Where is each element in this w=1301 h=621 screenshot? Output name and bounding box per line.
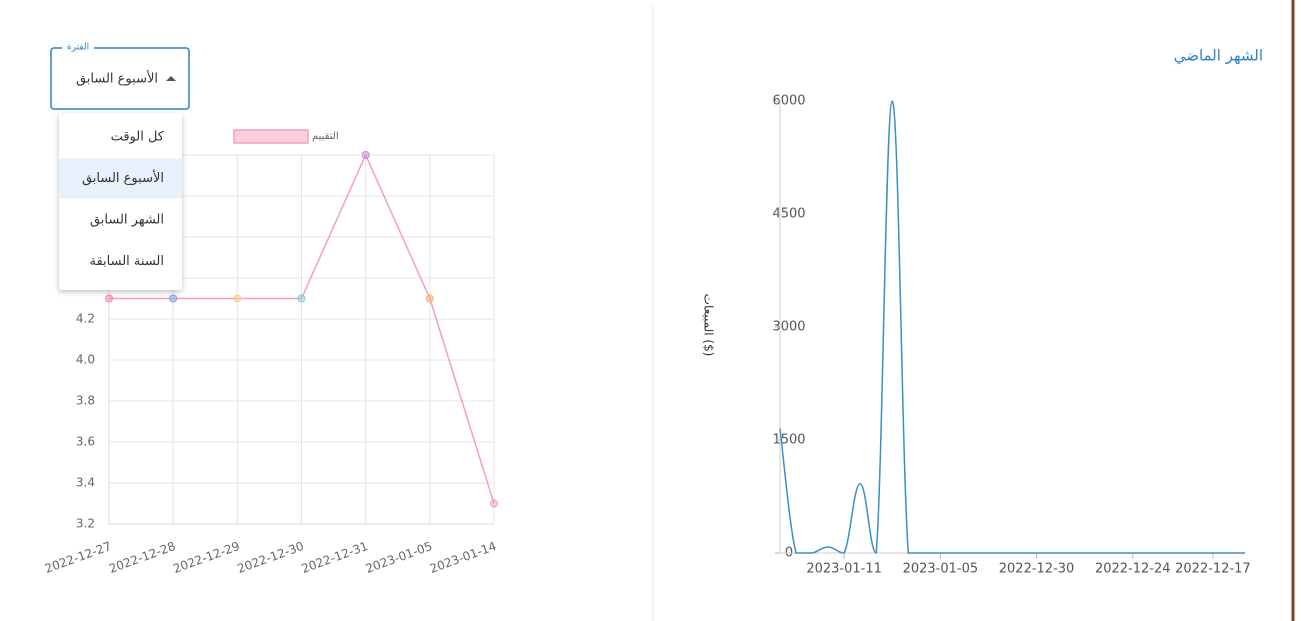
x-tick-label: 2023-01-11 (806, 562, 882, 577)
x-tick-label: 2022-12-17 (1175, 562, 1251, 577)
select-arrow (166, 76, 176, 81)
menu-item[interactable]: كل الوقت (111, 130, 165, 145)
y-tick-label: 3000 (772, 320, 805, 335)
y-axis-label: المبيعات ($) (702, 294, 716, 357)
data-point (361, 151, 370, 159)
x-tick-label: 2022-12-30 (235, 539, 305, 576)
select-label-bg (62, 42, 94, 52)
y-tick-label: 3.2 (76, 517, 95, 531)
y-tick-label: 4.0 (76, 353, 95, 367)
x-tick-label: 2022-12-28 (107, 539, 177, 576)
y-tick-label: 3.8 (76, 394, 95, 408)
x-tick-label: 2023-01-05 (364, 539, 434, 576)
y-tick-label: 4.2 (76, 312, 95, 326)
x-tick-label: 2022-12-29 (171, 539, 241, 576)
data-point (169, 294, 178, 303)
y-tick-label: 6000 (772, 94, 805, 109)
select-box[interactable] (50, 47, 190, 110)
select-value: الأسبوع السابق (76, 70, 158, 87)
dropdown-menu: كل الوقت الأسبوع السابق الشهر السابق السنة … (59, 113, 182, 290)
menu-panel (59, 113, 182, 290)
legend-swatch (233, 129, 309, 144)
x-tick-label: 2022-12-30 (999, 562, 1075, 577)
menu-item[interactable]: السنة السابقة (90, 254, 165, 269)
x-tick-label: 2022-12-24 (1095, 562, 1171, 577)
y-tick-label: 3.4 (76, 476, 95, 490)
data-point (105, 294, 113, 303)
menu-item[interactable]: الأسبوع السابق (82, 169, 164, 186)
plots: 3.23.43.63.84.04.24.44.64.85.02022-12-27… (43, 94, 1251, 577)
data-point (297, 294, 306, 303)
menu-item[interactable]: الشهر السابق (90, 213, 164, 228)
data-line (779, 100, 1245, 554)
x-tick-label: 2023-01-14 (428, 539, 498, 576)
select-label: الفترة (67, 43, 89, 53)
y-tick-label: 3.6 (76, 435, 95, 449)
y-tick-label: 4500 (772, 207, 805, 222)
menu-highlight (59, 158, 182, 199)
legend-label: التقييم (312, 131, 339, 142)
data-point (233, 294, 242, 303)
data-point (425, 294, 434, 303)
data-point (490, 499, 498, 508)
x-tick-label: 2023-01-05 (903, 562, 979, 577)
x-tick-label: 2022-12-27 (43, 539, 113, 576)
chart-title: الشهر الماضي (1174, 47, 1263, 66)
x-tick-label: 2022-12-31 (300, 539, 370, 576)
